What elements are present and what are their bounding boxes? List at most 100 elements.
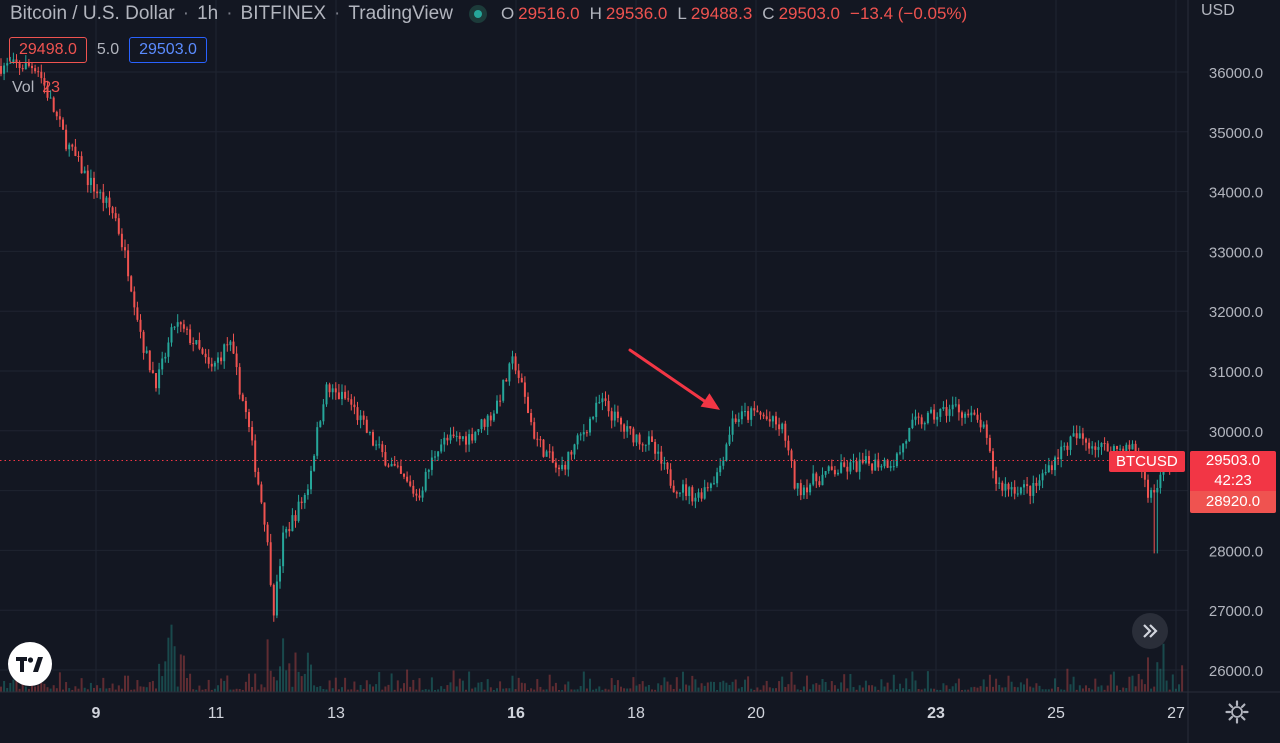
volume-bar [604, 688, 607, 692]
volume-bar [613, 685, 616, 692]
volume-bar [496, 688, 498, 692]
candle-body [365, 419, 368, 433]
sell-price-button[interactable]: 29498.0 [9, 37, 87, 63]
volume-bar [325, 689, 328, 692]
candle-body [1106, 443, 1109, 452]
candle-body [18, 63, 21, 69]
candle-body [272, 584, 275, 616]
symbol-name[interactable]: Bitcoin / U.S. Dollar [10, 3, 175, 24]
candle-body [635, 434, 638, 443]
volume-bar [855, 689, 858, 692]
market-status-icon[interactable] [468, 5, 487, 23]
candle-body [1162, 469, 1165, 475]
volume-bar [213, 688, 216, 692]
volume-bar [306, 652, 309, 692]
candle-body [517, 370, 520, 378]
volume-bar [523, 683, 526, 692]
volume-bar [34, 686, 37, 692]
volume-bar [229, 689, 232, 692]
candle-body [34, 68, 37, 72]
high-value: 29536.0 [605, 4, 668, 23]
time-axis-label: 13 [327, 705, 345, 722]
volume-bar [806, 675, 808, 692]
candle-body [1016, 493, 1019, 495]
candle-body [328, 384, 331, 393]
volume-bar [347, 689, 350, 692]
volume-bar [926, 671, 929, 692]
volume-bar [1057, 686, 1060, 692]
volume-bar [365, 680, 368, 692]
volume-bar [849, 673, 852, 692]
candle-body [294, 515, 297, 521]
price-axis-label: 28000.0 [1209, 543, 1263, 560]
candle-body [585, 432, 588, 434]
volume-bar [598, 686, 601, 692]
candle-body [372, 432, 374, 446]
candle-body [747, 411, 750, 420]
symbol-legend[interactable]: Bitcoin / U.S. Dollar · 1h · BITFINEX · … [10, 3, 973, 25]
candle-body [430, 457, 433, 470]
tradingview-logo-icon[interactable] [8, 642, 52, 686]
candle-body [105, 197, 108, 203]
volume-bar [297, 671, 300, 692]
volume-bar [105, 688, 108, 692]
volume-bar [74, 686, 77, 692]
candle-body [195, 340, 198, 344]
volume-key: Vol [12, 79, 35, 96]
candle-body [127, 250, 130, 277]
candle-body [641, 444, 644, 446]
candle-body [198, 340, 201, 349]
volume-bar [1147, 657, 1149, 692]
candle-body [80, 156, 83, 174]
interval-label[interactable]: 1h [197, 3, 219, 24]
gear-icon[interactable] [1224, 699, 1250, 725]
candle-body [682, 484, 684, 493]
candle-body [241, 394, 244, 401]
trade-badges: 29498.0 5.0 29503.0 [9, 37, 207, 63]
volume-bar [337, 689, 340, 692]
volume-bar [303, 673, 306, 692]
candle-body [297, 501, 300, 521]
volume-bar [554, 682, 557, 692]
candle-body [620, 418, 622, 425]
candle-body [151, 370, 154, 374]
scroll-to-realtime-button[interactable] [1132, 613, 1168, 649]
volume-bar [694, 679, 697, 692]
volume-bar [657, 683, 660, 692]
candle-body [818, 481, 821, 486]
volume-legend[interactable]: Vol 23 [12, 79, 60, 97]
candle-body [1075, 433, 1078, 439]
volume-bar [399, 688, 402, 692]
currency-label[interactable]: USD [1201, 2, 1235, 19]
candle-body [858, 459, 861, 472]
volume-bar [1153, 686, 1156, 692]
candle-body [768, 419, 771, 422]
volume-bar [951, 686, 954, 692]
candle-body [291, 515, 294, 532]
buy-price-button[interactable]: 29503.0 [129, 37, 207, 63]
chart-grid [0, 0, 1188, 692]
candle-body [257, 471, 260, 485]
candle-body [548, 451, 551, 453]
volume-bar [846, 688, 849, 692]
candle-body [375, 444, 378, 446]
candle-body [827, 466, 830, 472]
volume-bar [68, 688, 71, 692]
volume-bar [629, 688, 632, 692]
candle-body [1063, 445, 1066, 447]
candle-body [399, 466, 402, 474]
candle-body [579, 434, 582, 436]
legend-separator: · [226, 3, 233, 24]
volume-bar [957, 678, 960, 692]
volume-bar [762, 685, 765, 692]
volume-bar [939, 689, 942, 692]
candle-body [762, 414, 765, 417]
volume-bar [244, 681, 247, 692]
volume-bar [1032, 687, 1035, 692]
low-price-tag: 28920.0 [1190, 491, 1276, 513]
candle-body [164, 356, 167, 359]
volume-bar [660, 685, 663, 692]
volume-bar [55, 688, 58, 692]
